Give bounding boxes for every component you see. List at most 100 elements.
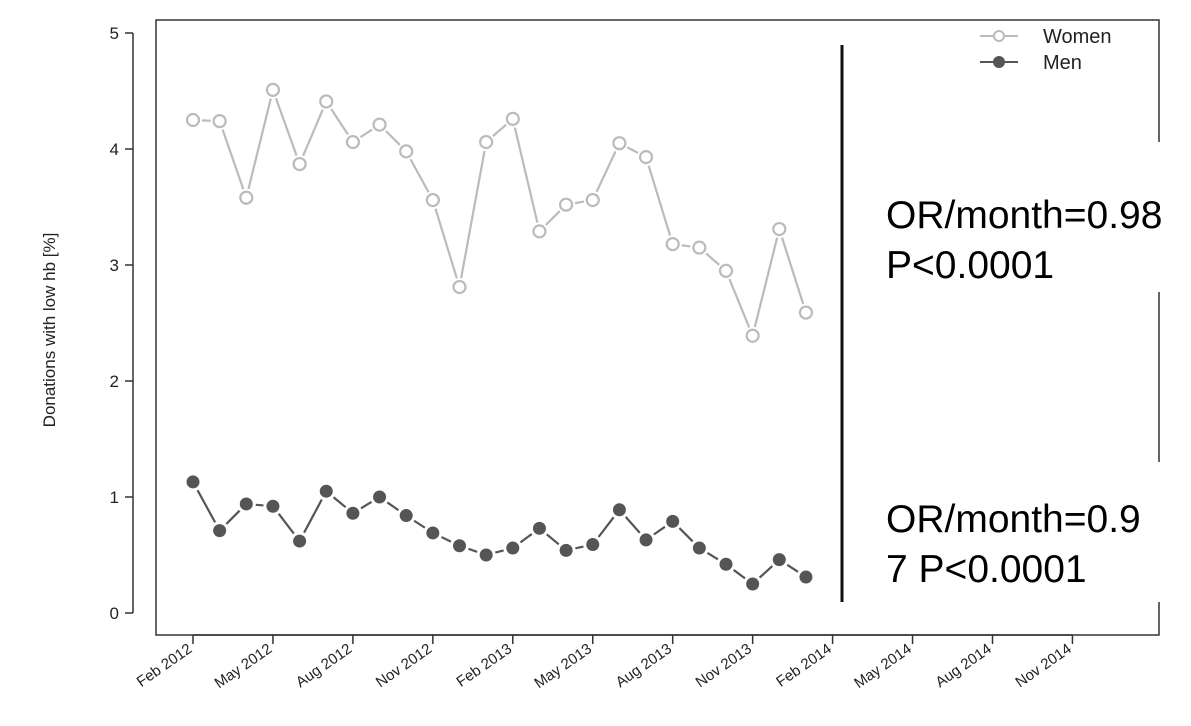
- series-women-segment: [460, 150, 486, 279]
- series-men-segment: [706, 552, 719, 561]
- series-layer: [185, 82, 814, 591]
- series-men-point: [639, 533, 653, 547]
- series-men-segment: [277, 513, 295, 535]
- series-women-segment: [545, 210, 561, 226]
- x-tick-label: Feb 2012: [134, 640, 196, 690]
- series-women-segment: [409, 158, 430, 193]
- series-women-point: [479, 134, 494, 150]
- series-men-point: [213, 524, 227, 538]
- series-men-point: [346, 506, 360, 520]
- series-women-point: [505, 111, 520, 126]
- series-women-point: [292, 156, 307, 172]
- series-women-segment: [492, 123, 507, 137]
- series-men-segment: [678, 527, 694, 543]
- series-women-segment: [753, 237, 779, 328]
- series-women-segment: [302, 109, 324, 157]
- series-women-point: [558, 197, 574, 212]
- annotation-men-box: [870, 462, 1170, 602]
- y-tick-label: 0: [110, 604, 119, 623]
- x-tick-label: May 2014: [851, 640, 915, 692]
- series-women-point: [798, 305, 814, 320]
- series-women-segment: [626, 146, 639, 154]
- series-women-segment: [705, 252, 720, 266]
- series-men-segment: [786, 563, 799, 573]
- y-axis-title: Donations with low hb [%]: [40, 233, 59, 428]
- legend-women-label: Women: [1043, 26, 1112, 48]
- series-men-point: [799, 570, 813, 584]
- series-men-point: [719, 557, 733, 571]
- series-women-segment: [221, 129, 245, 190]
- series-men-segment: [255, 503, 264, 507]
- legend-men-marker: [993, 56, 1005, 68]
- x-tick-label: Nov 2013: [693, 640, 755, 691]
- series-women-point: [399, 144, 414, 159]
- y-tick-label: 3: [110, 256, 119, 275]
- series-women-point: [212, 114, 227, 129]
- series-women-point: [265, 82, 281, 97]
- series-women-point: [745, 328, 760, 343]
- series-men-segment: [196, 489, 217, 523]
- legend-women-marker: [993, 30, 1005, 42]
- x-axis: Feb 2012 May 2012 Aug 2012 Nov 2012 Feb 2013…: [134, 634, 1075, 692]
- series-men-point: [479, 548, 493, 562]
- series-men-point: [319, 484, 333, 498]
- annotation-women-box: [870, 142, 1170, 292]
- series-women-segment: [728, 278, 751, 328]
- series-men-segment: [624, 516, 641, 534]
- x-tick-label: Aug 2013: [613, 640, 675, 691]
- series-men-point: [506, 541, 520, 555]
- y-tick-label: 4: [110, 140, 119, 159]
- legend-men-label: Men: [1043, 52, 1082, 74]
- series-men-point: [373, 490, 387, 504]
- series-men-segment: [332, 496, 347, 509]
- x-tick-label: May 2013: [531, 640, 595, 692]
- series-women-point: [239, 190, 254, 205]
- series-men-segment: [413, 519, 426, 529]
- series-men-point: [453, 539, 466, 553]
- series-men-segment: [225, 509, 241, 525]
- series-men-point: [239, 497, 253, 511]
- x-tick-label: Feb 2013: [453, 640, 515, 690]
- series-men-segment: [653, 525, 666, 536]
- series-women-point: [372, 117, 387, 132]
- series-men-point: [746, 577, 760, 591]
- y-tick-label: 1: [110, 488, 119, 507]
- series-men-point: [186, 475, 200, 489]
- series-women-segment: [330, 108, 349, 136]
- series-women-point: [585, 192, 600, 208]
- annotation-men-line2: 7 P<0.0001: [886, 548, 1087, 591]
- series-men-segment: [386, 501, 400, 512]
- series-women-point: [185, 112, 201, 128]
- series-men-segment: [440, 536, 452, 543]
- series-men: [186, 475, 813, 591]
- annotation-men-line1: OR/month=0.9: [886, 498, 1141, 541]
- series-men-point: [532, 521, 546, 535]
- series-women-point: [452, 279, 467, 295]
- series-men-point: [293, 534, 307, 548]
- series-men-segment: [468, 547, 478, 553]
- series-women-segment: [247, 98, 272, 190]
- series-women-point: [612, 136, 627, 151]
- series-women-segment: [385, 130, 401, 146]
- y-tick-label: 2: [110, 372, 119, 391]
- series-men-segment: [575, 545, 584, 550]
- series-men-segment: [360, 501, 373, 510]
- y-tick-label: 5: [110, 24, 119, 43]
- series-men-segment: [732, 569, 746, 580]
- x-tick-label: Feb 2014: [773, 640, 835, 690]
- series-men-point: [399, 509, 413, 523]
- series-women-segment: [681, 244, 691, 248]
- series-women-point: [532, 224, 547, 239]
- series-women-segment: [274, 97, 298, 156]
- series-men-point: [426, 526, 440, 540]
- y-axis: 0 1 2 3 4 5: [110, 24, 134, 623]
- series-women-segment: [434, 208, 458, 279]
- series-men-point: [586, 538, 600, 552]
- series-women-segment: [574, 200, 585, 205]
- series-women-point: [718, 263, 734, 278]
- annotation-women-line2: P<0.0001: [886, 244, 1054, 287]
- series-men-segment: [597, 516, 615, 538]
- series-women-segment: [647, 165, 672, 236]
- series-women-segment: [595, 150, 617, 193]
